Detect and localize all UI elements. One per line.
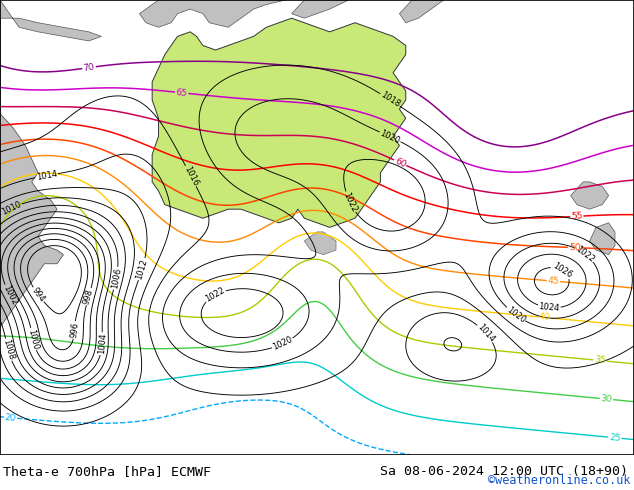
Text: 1012: 1012: [134, 258, 149, 281]
Polygon shape: [571, 182, 609, 209]
Text: 998: 998: [82, 288, 95, 305]
Text: 55: 55: [571, 212, 583, 221]
Text: 1002: 1002: [1, 284, 19, 306]
Text: 70: 70: [83, 62, 95, 73]
Polygon shape: [152, 18, 406, 227]
Text: 1024: 1024: [538, 302, 560, 313]
Text: 30: 30: [600, 394, 612, 404]
Polygon shape: [0, 0, 101, 41]
Text: 1022: 1022: [574, 244, 596, 264]
Text: 45: 45: [547, 276, 559, 286]
Text: 1004: 1004: [96, 333, 107, 355]
Text: 50: 50: [569, 243, 581, 252]
Text: 1018: 1018: [379, 91, 401, 109]
Text: 35: 35: [594, 356, 606, 366]
Text: 1010: 1010: [0, 200, 23, 217]
Polygon shape: [0, 0, 63, 327]
Polygon shape: [139, 0, 285, 27]
Text: 1016: 1016: [182, 165, 200, 188]
Text: 40: 40: [539, 313, 551, 322]
Text: 1022: 1022: [341, 191, 358, 214]
Text: 1020: 1020: [271, 335, 294, 352]
Text: 20: 20: [4, 413, 16, 423]
Text: 60: 60: [393, 156, 408, 169]
Polygon shape: [292, 0, 349, 18]
Polygon shape: [304, 232, 336, 255]
Text: 996: 996: [69, 321, 80, 339]
Text: 1014: 1014: [476, 322, 496, 344]
Polygon shape: [590, 223, 615, 255]
Text: Theta-e 700hPa [hPa] ECMWF: Theta-e 700hPa [hPa] ECMWF: [3, 465, 211, 478]
Text: Sa 08-06-2024 12:00 UTC (18+90): Sa 08-06-2024 12:00 UTC (18+90): [380, 465, 628, 478]
Text: 994: 994: [30, 286, 46, 304]
Text: 1014: 1014: [36, 169, 58, 182]
Text: 1020: 1020: [505, 305, 527, 325]
Text: 1022: 1022: [204, 286, 226, 304]
Polygon shape: [399, 0, 444, 23]
Text: 1006: 1006: [110, 267, 122, 290]
Text: 25: 25: [609, 433, 621, 443]
Text: ©weatheronline.co.uk: ©weatheronline.co.uk: [488, 474, 631, 487]
Text: 1008: 1008: [1, 339, 15, 361]
Text: 1000: 1000: [26, 328, 40, 350]
Text: 1026: 1026: [550, 261, 573, 280]
Text: 1020: 1020: [378, 128, 401, 145]
Text: 65: 65: [176, 88, 188, 98]
